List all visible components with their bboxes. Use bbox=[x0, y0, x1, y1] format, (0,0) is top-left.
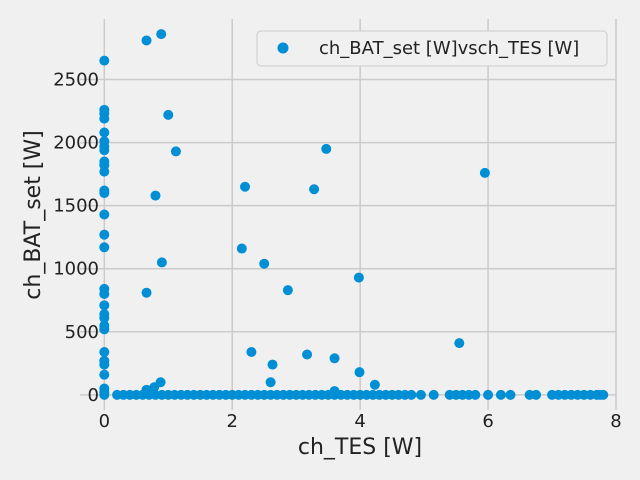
data-point bbox=[156, 257, 167, 268]
data-points bbox=[99, 29, 609, 400]
data-point bbox=[479, 167, 490, 178]
y-tick-label: 0 bbox=[88, 385, 99, 406]
x-tick-label: 2 bbox=[227, 411, 238, 432]
grid-lines bbox=[80, 19, 617, 410]
x-axis-label: ch_TES [W] bbox=[298, 435, 422, 460]
data-point bbox=[240, 181, 251, 192]
data-point bbox=[99, 369, 110, 380]
data-point bbox=[99, 242, 110, 253]
y-tick-label: 2500 bbox=[53, 70, 99, 91]
data-point bbox=[170, 146, 181, 157]
data-point bbox=[329, 353, 340, 364]
data-point bbox=[99, 359, 110, 370]
data-point bbox=[99, 127, 110, 138]
y-tick-label: 500 bbox=[65, 322, 99, 343]
data-point bbox=[282, 285, 293, 296]
data-point bbox=[99, 324, 110, 335]
y-axis-label: ch_BAT_set [W] bbox=[21, 130, 46, 299]
legend-marker bbox=[277, 42, 289, 54]
data-point bbox=[150, 190, 161, 201]
data-point bbox=[99, 389, 110, 400]
data-point bbox=[99, 288, 110, 299]
data-point bbox=[156, 29, 167, 40]
data-point bbox=[406, 389, 417, 400]
data-point bbox=[470, 389, 481, 400]
data-point bbox=[309, 184, 320, 195]
data-point bbox=[99, 145, 110, 156]
data-point bbox=[598, 389, 609, 400]
y-tick-label: 1000 bbox=[53, 259, 99, 280]
data-point bbox=[531, 389, 542, 400]
data-point bbox=[141, 287, 152, 298]
data-point bbox=[302, 349, 313, 360]
data-point bbox=[259, 258, 270, 269]
legend-entry: ch_BAT_set [W]vsch_TES [W] bbox=[319, 38, 579, 59]
data-point bbox=[246, 346, 257, 357]
data-point bbox=[369, 379, 380, 390]
y-tick-label: 2000 bbox=[53, 133, 99, 154]
data-point bbox=[163, 109, 174, 120]
data-point bbox=[236, 243, 247, 254]
y-tick-label: 1500 bbox=[53, 196, 99, 217]
data-point bbox=[99, 113, 110, 124]
x-tick-label: 4 bbox=[354, 411, 365, 432]
x-tick-label: 6 bbox=[482, 411, 493, 432]
legend: ch_BAT_set [W]vsch_TES [W] bbox=[256, 30, 608, 67]
data-point bbox=[99, 312, 110, 323]
data-point bbox=[99, 346, 110, 357]
data-point bbox=[99, 188, 110, 199]
data-point bbox=[353, 272, 364, 283]
data-point bbox=[99, 209, 110, 220]
data-point bbox=[141, 35, 152, 46]
data-point bbox=[428, 389, 439, 400]
data-point bbox=[483, 389, 494, 400]
data-point bbox=[495, 389, 506, 400]
data-point bbox=[454, 338, 465, 349]
tick-labels: 0 2 4 6 8 0 500 1000 1500 2000 2500 bbox=[53, 70, 622, 432]
data-point bbox=[265, 377, 276, 388]
data-point bbox=[99, 229, 110, 240]
data-point bbox=[321, 143, 332, 154]
data-point bbox=[267, 359, 278, 370]
data-point bbox=[99, 300, 110, 311]
data-point bbox=[149, 382, 160, 393]
data-point bbox=[505, 389, 516, 400]
legend-box bbox=[256, 30, 608, 67]
data-point bbox=[99, 55, 110, 66]
data-point bbox=[99, 166, 110, 177]
data-point bbox=[415, 389, 426, 400]
x-tick-label: 0 bbox=[99, 411, 110, 432]
x-tick-label: 8 bbox=[610, 411, 621, 432]
data-point bbox=[354, 367, 365, 378]
